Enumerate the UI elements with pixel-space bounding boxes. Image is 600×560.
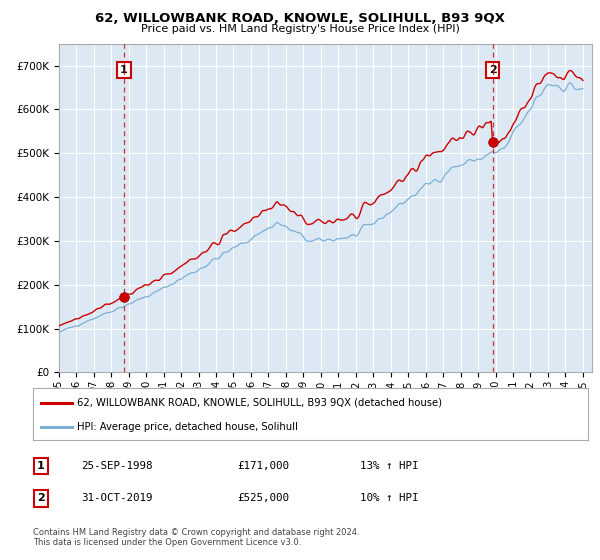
Text: 25-SEP-1998: 25-SEP-1998 — [81, 461, 152, 471]
Text: 2: 2 — [488, 65, 496, 75]
Text: 2: 2 — [37, 493, 44, 503]
Text: Price paid vs. HM Land Registry's House Price Index (HPI): Price paid vs. HM Land Registry's House … — [140, 24, 460, 34]
Text: £171,000: £171,000 — [237, 461, 289, 471]
Text: 13% ↑ HPI: 13% ↑ HPI — [360, 461, 419, 471]
Text: 31-OCT-2019: 31-OCT-2019 — [81, 493, 152, 503]
Text: 1: 1 — [120, 65, 128, 75]
Text: 1: 1 — [37, 461, 44, 471]
Text: 62, WILLOWBANK ROAD, KNOWLE, SOLIHULL, B93 9QX (detached house): 62, WILLOWBANK ROAD, KNOWLE, SOLIHULL, B… — [77, 398, 442, 408]
Text: 10% ↑ HPI: 10% ↑ HPI — [360, 493, 419, 503]
Text: Contains HM Land Registry data © Crown copyright and database right 2024.
This d: Contains HM Land Registry data © Crown c… — [33, 528, 359, 547]
Text: HPI: Average price, detached house, Solihull: HPI: Average price, detached house, Soli… — [77, 422, 298, 432]
Text: £525,000: £525,000 — [237, 493, 289, 503]
Text: 62, WILLOWBANK ROAD, KNOWLE, SOLIHULL, B93 9QX: 62, WILLOWBANK ROAD, KNOWLE, SOLIHULL, B… — [95, 12, 505, 25]
